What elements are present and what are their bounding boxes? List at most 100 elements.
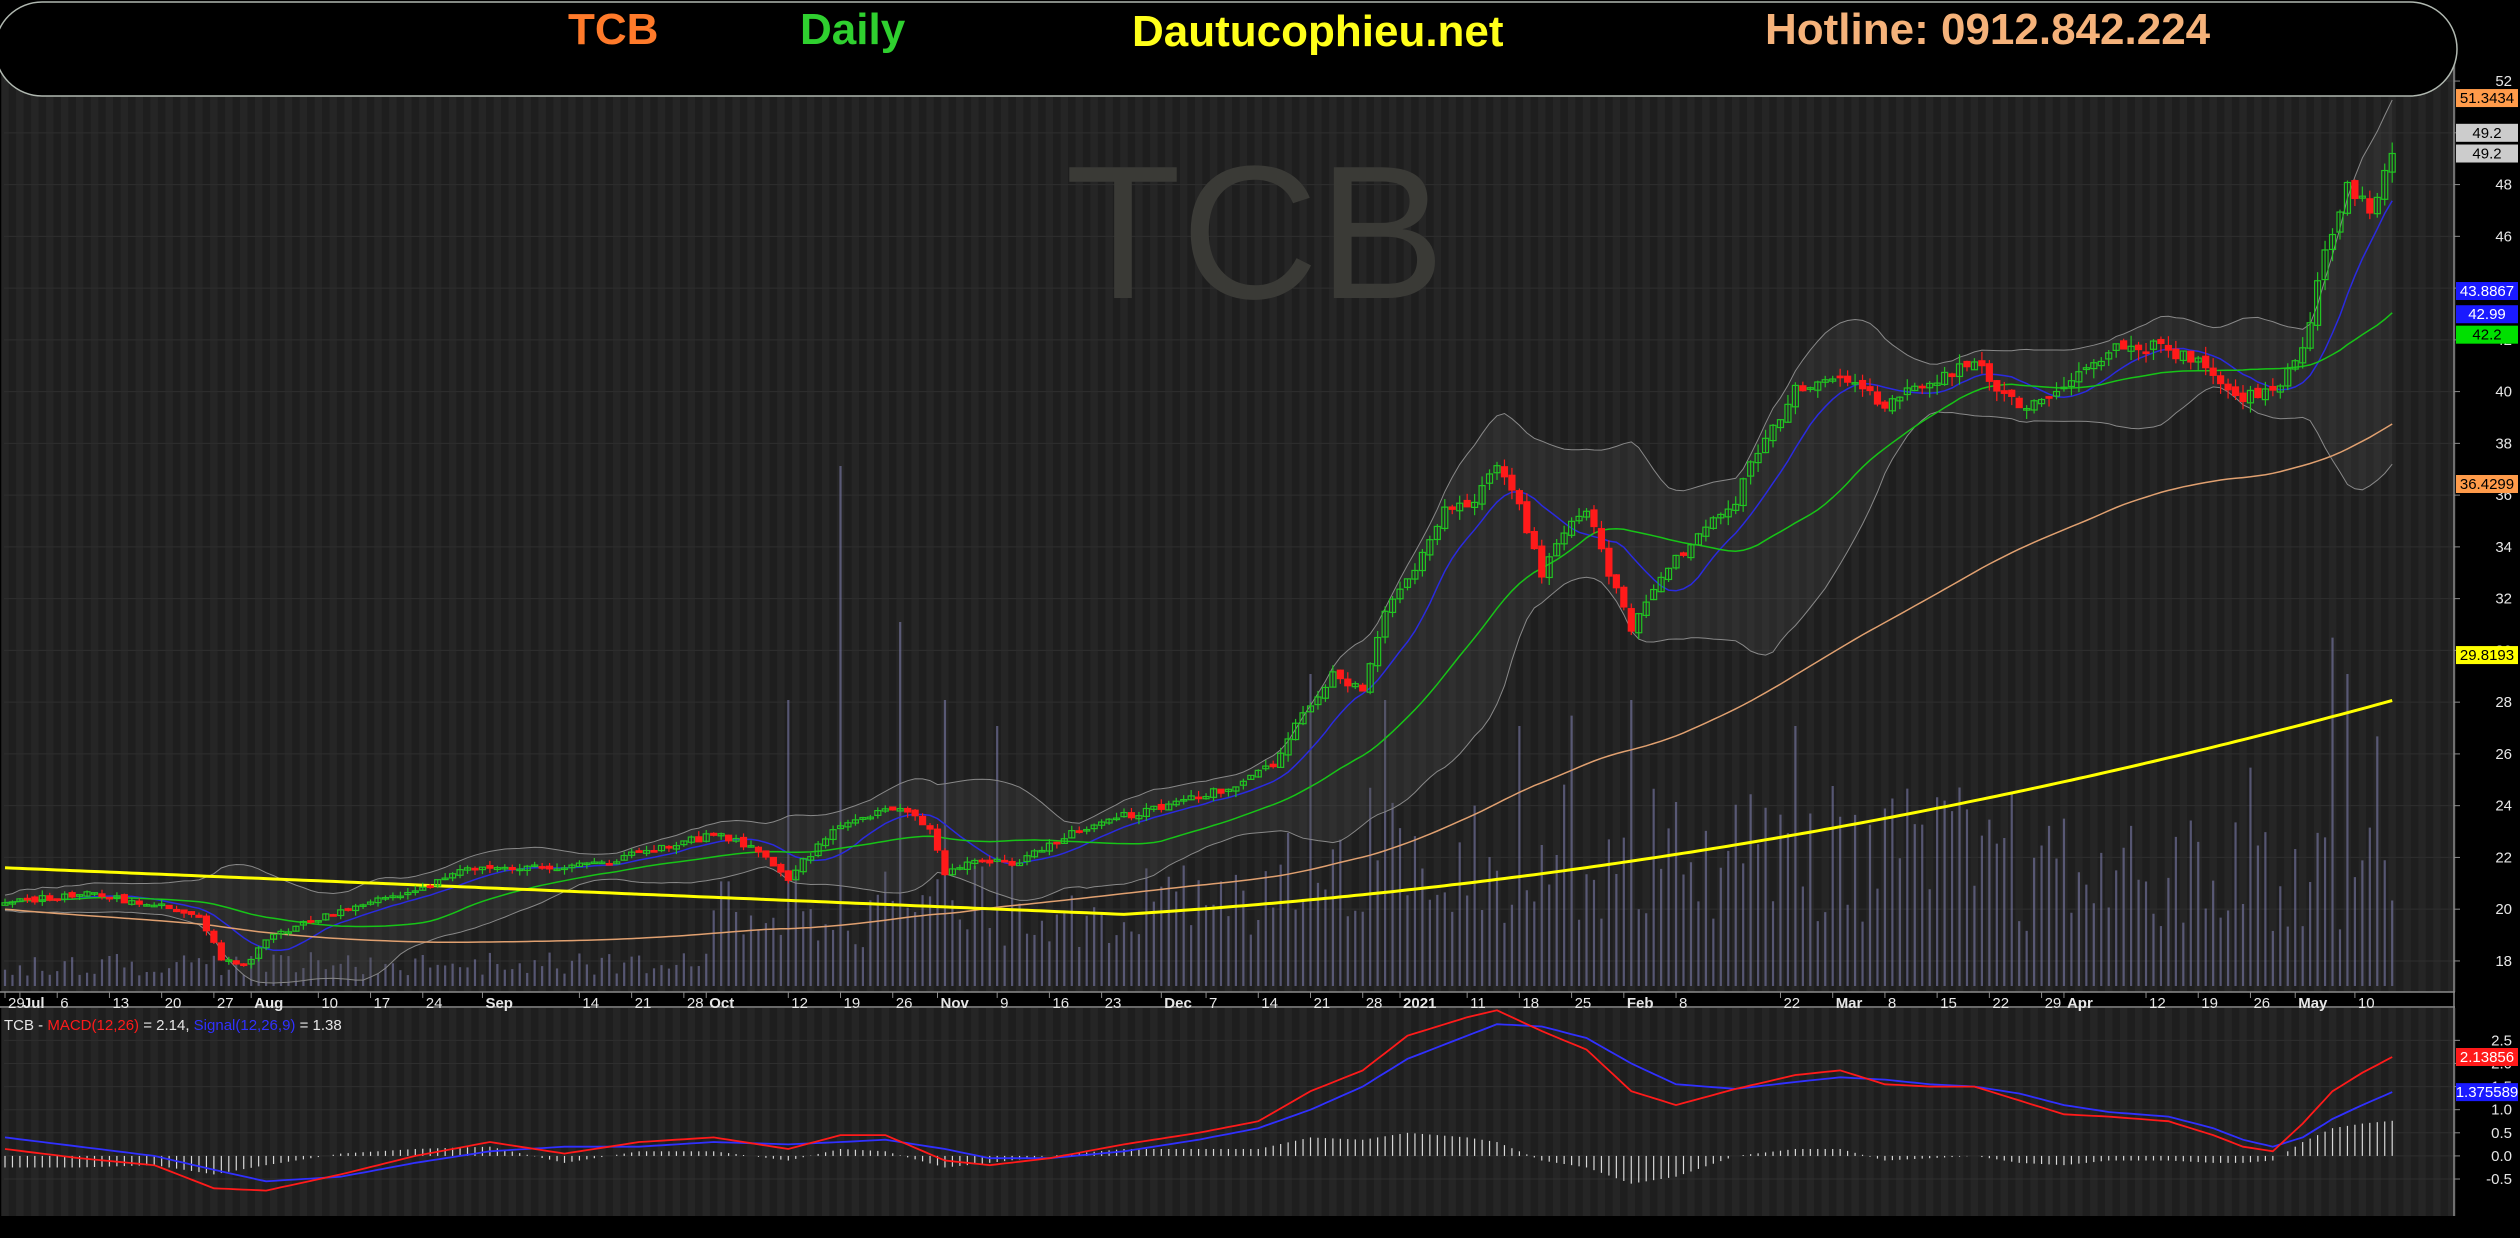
day-stripe bbox=[777, 1008, 785, 1216]
axes: 18202224262830323436384042444648505229Ju… bbox=[0, 46, 2518, 1216]
candle-up bbox=[1060, 838, 1068, 845]
date-tick-label: 29 bbox=[8, 995, 25, 1012]
candle-down bbox=[1500, 466, 1509, 478]
candle-down bbox=[172, 908, 181, 913]
candle-up bbox=[1284, 738, 1292, 756]
candle-up bbox=[1403, 578, 1412, 588]
candle-up bbox=[299, 920, 307, 926]
day-stripe bbox=[672, 1008, 681, 1216]
day-stripe bbox=[911, 46, 919, 992]
candle-down bbox=[135, 900, 143, 905]
day-stripe bbox=[1179, 46, 1188, 992]
candle-up bbox=[1418, 551, 1427, 572]
candle-up bbox=[1135, 815, 1143, 820]
day-stripe bbox=[284, 46, 293, 992]
day-stripe bbox=[1761, 46, 1770, 992]
day-stripe bbox=[314, 1008, 323, 1216]
macd-line bbox=[4, 1009, 2393, 1192]
candle-down bbox=[23, 897, 31, 901]
day-stripe bbox=[1642, 1008, 1650, 1216]
day-stripe bbox=[165, 46, 173, 992]
day-stripe bbox=[1224, 46, 1233, 992]
day-stripe bbox=[747, 1008, 755, 1216]
candle-down bbox=[2172, 348, 2180, 360]
day-stripe bbox=[60, 46, 69, 992]
day-stripe bbox=[448, 1008, 457, 1216]
day-stripe bbox=[1358, 46, 1367, 992]
candle-down bbox=[889, 806, 897, 811]
ma-blue-line bbox=[4, 200, 2393, 952]
day-stripe bbox=[374, 1008, 382, 1216]
candle-up bbox=[1247, 774, 1255, 780]
candle-down bbox=[1985, 363, 1993, 382]
day-stripe bbox=[1911, 46, 1919, 992]
date-tick-label: Oct bbox=[709, 995, 734, 1012]
day-stripe bbox=[195, 1008, 203, 1216]
candle-down bbox=[904, 807, 912, 813]
day-stripe bbox=[985, 46, 994, 992]
price-tick-label: 22 bbox=[2495, 849, 2512, 866]
day-stripe bbox=[419, 1008, 427, 1216]
day-stripe bbox=[851, 46, 860, 992]
candle-up bbox=[553, 868, 561, 872]
candle-down bbox=[98, 893, 106, 898]
candle-down bbox=[695, 836, 703, 843]
candle-up bbox=[1553, 543, 1561, 557]
header-banner-frame bbox=[0, 1, 2458, 97]
candle-up bbox=[1, 902, 9, 906]
day-stripe bbox=[195, 46, 203, 992]
candle-up bbox=[560, 867, 569, 871]
day-stripe bbox=[1896, 46, 1904, 992]
macd-tick-label: 1.0 bbox=[2491, 1102, 2512, 1119]
candle-up bbox=[717, 833, 725, 837]
candle-up bbox=[613, 861, 621, 865]
day-stripe bbox=[1851, 46, 1859, 992]
day-stripe bbox=[2119, 1008, 2128, 1216]
day-stripe bbox=[1776, 1008, 1785, 1216]
day-stripe bbox=[1552, 46, 1561, 992]
candle-down bbox=[1359, 684, 1367, 692]
date-tick-label: 22 bbox=[1783, 995, 1800, 1012]
day-stripe bbox=[1836, 46, 1844, 992]
candle-up bbox=[434, 879, 442, 887]
day-stripe bbox=[1045, 1008, 1054, 1216]
day-stripe bbox=[493, 46, 502, 992]
candle-up bbox=[478, 866, 487, 871]
candle-up bbox=[1560, 532, 1568, 545]
candle-up bbox=[844, 822, 852, 828]
day-stripe bbox=[1373, 46, 1382, 992]
day-stripe bbox=[1269, 46, 1277, 992]
day-stripe bbox=[657, 1008, 666, 1216]
price-tick-label: 28 bbox=[2495, 694, 2512, 711]
candle-up bbox=[1567, 520, 1576, 536]
macd-tick-label: 2.5 bbox=[2491, 1032, 2512, 1049]
candle-up bbox=[583, 862, 591, 866]
price-badge-label: 29.8193 bbox=[2460, 647, 2514, 664]
candle-down bbox=[1157, 803, 1165, 810]
day-stripe bbox=[1135, 1008, 1143, 1216]
date-tick-label: Feb bbox=[1627, 995, 1654, 1012]
day-stripe bbox=[2030, 46, 2038, 992]
candle-down bbox=[1612, 574, 1620, 589]
candle-down bbox=[1508, 474, 1516, 491]
candle-down bbox=[202, 915, 211, 932]
candle-up bbox=[866, 816, 874, 820]
day-stripe bbox=[777, 46, 785, 992]
day-stripe bbox=[553, 1008, 561, 1216]
candle-down bbox=[545, 865, 554, 870]
candle-up bbox=[143, 904, 151, 907]
day-stripe bbox=[1881, 1008, 1889, 1216]
candle-up bbox=[1277, 752, 1285, 768]
candle-up bbox=[2306, 322, 2314, 349]
date-tick-label: 8 bbox=[1888, 995, 1896, 1012]
candle-up bbox=[2336, 211, 2344, 233]
candle-up bbox=[1366, 663, 1374, 693]
candle-up bbox=[292, 925, 300, 932]
macd-legend: TCB - MACD(12,26) = 2.14, Signal(12,26,9… bbox=[4, 1017, 342, 1034]
date-tick-label: 10 bbox=[2358, 995, 2375, 1012]
candle-up bbox=[1083, 828, 1091, 832]
candle-up bbox=[1381, 610, 1389, 638]
day-stripe bbox=[1567, 1008, 1576, 1216]
candle-down bbox=[1008, 860, 1016, 866]
day-stripe bbox=[2164, 46, 2173, 992]
